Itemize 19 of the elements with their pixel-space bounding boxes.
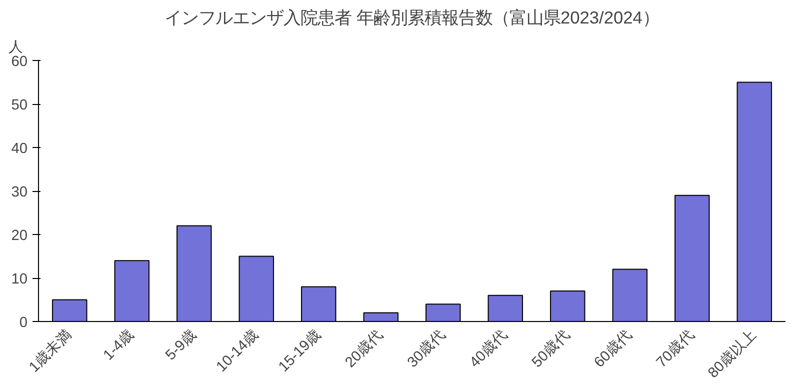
y-tick-label: 30: [11, 184, 28, 200]
x-tick-label: 30歳代: [404, 326, 449, 371]
x-tick-label: 20歳代: [342, 326, 387, 371]
x-tick-label: 50歳代: [528, 326, 574, 371]
x-tick-label: 70歳代: [653, 326, 698, 371]
x-tick-label: 80歳以上: [704, 326, 760, 382]
x-tick-label: 40歳代: [466, 326, 512, 371]
x-tick-label: 5-9歳: [162, 326, 200, 364]
y-tick-label: 60: [11, 54, 28, 70]
y-tick-label: 10: [11, 272, 28, 288]
y-tick-label: 0: [19, 315, 28, 331]
y-tick-label: 20: [11, 228, 28, 244]
x-tick-label: 60歳代: [590, 326, 636, 371]
y-axis-title: 人: [8, 40, 24, 56]
y-tick-label: 40: [11, 141, 28, 157]
x-tick-label: 1歳未満: [26, 326, 76, 376]
chart-title: インフルエンザ入院患者 年齢別累積報告数（富山県2023/2024）: [164, 8, 660, 28]
x-tick-label: 1-4歳: [100, 326, 138, 364]
y-tick-label: 50: [11, 98, 28, 114]
